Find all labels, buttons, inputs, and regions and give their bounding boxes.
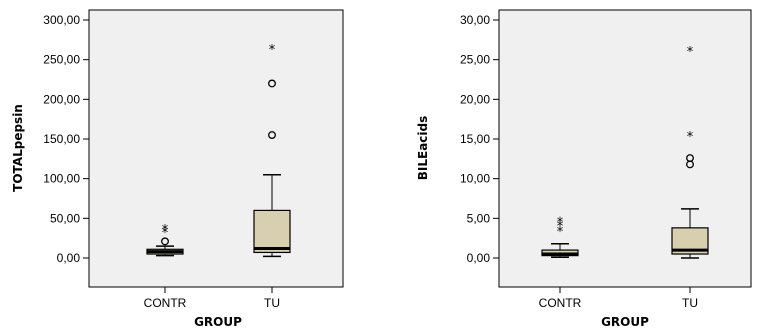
y-tick-label: 250,00 [43,53,80,67]
y-tick-label: 100,00 [43,172,80,186]
outlier-point [268,79,276,88]
box-series: ***** [541,45,709,259]
y-axis-ticks: 0,00 5,00 10,00 15,00 20,00 25,00 30,00 [460,13,499,265]
box-contr: ** [146,223,184,257]
extreme-point: * [162,226,169,241]
y-tick-label: 200,00 [43,92,80,106]
x-tick-label: TU [682,296,698,310]
iqr-box [253,209,291,254]
extreme-point: * [557,225,564,240]
y-tick-label: 30,00 [460,13,490,27]
bileacids-boxplot: BILEacids GROUP 0,00 5,00 10,00 15,00 20,00 2… [416,9,752,329]
box-tu: * [253,43,291,258]
y-tick-label: 5,00 [467,211,491,225]
x-tick-label: CONTR [539,296,582,310]
y-axis-title: BILEacids [416,116,430,181]
x-axis-ticks: CONTR TU [144,287,280,310]
extreme-point: * [687,130,694,145]
extreme-point: * [557,216,564,231]
y-axis-title: TOTALpepsin [11,104,25,192]
box-series: *** [146,43,291,258]
y-tick-label: 0,00 [467,251,491,265]
x-tick-label: TU [264,296,280,310]
extreme-point: * [269,43,276,58]
y-tick-label: 25,00 [460,53,490,67]
y-tick-label: 10,00 [460,172,490,186]
extreme-point: * [557,220,564,235]
y-tick-label: 50,00 [50,211,80,225]
outlier-point [268,131,276,139]
box-tu: ** [671,45,709,259]
x-axis-title: GROUP [601,315,649,329]
y-tick-label: 300,00 [43,13,80,27]
x-axis-ticks: CONTR TU [539,287,698,310]
plot-frame [498,9,752,288]
y-axis-ticks: 0,00 50,00 100,00 150,00 200,00 250,00 300,00 [43,13,89,265]
extreme-point: * [687,45,694,60]
y-tick-label: 150,00 [43,132,80,146]
box-contr: *** [541,216,579,258]
y-tick-label: 0,00 [57,251,81,265]
totalpepsin-boxplot: TOTALpepsin GROUP 0,00 50,00 100,00 150,00 2… [11,9,344,329]
x-tick-label: CONTR [144,296,187,310]
outlier-point [686,154,694,162]
y-tick-label: 15,00 [460,132,490,146]
y-tick-label: 20,00 [460,92,490,106]
outlier-point [161,237,169,246]
plot-frame [88,9,344,288]
x-axis-title: GROUP [194,315,242,329]
extreme-point: * [162,223,169,238]
